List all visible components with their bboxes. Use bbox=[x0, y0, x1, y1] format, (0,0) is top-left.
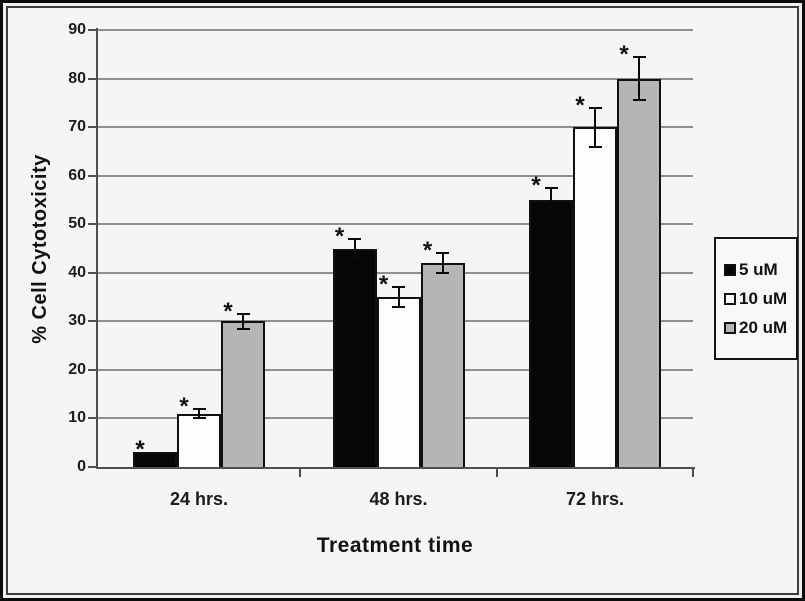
y-axis-line bbox=[96, 28, 98, 469]
significance-marker: * bbox=[334, 222, 345, 250]
x-tick-label: 24 hrs. bbox=[169, 489, 229, 509]
significance-marker: * bbox=[531, 171, 541, 199]
y-tick-50 bbox=[88, 223, 96, 226]
y-tick-label: 30 bbox=[68, 312, 86, 330]
bar-20uM-72h bbox=[617, 78, 661, 469]
bar-10uM-72h bbox=[573, 127, 617, 469]
error-bar bbox=[198, 408, 200, 419]
y-tick-30 bbox=[88, 320, 96, 323]
x-tick-label: 48 hrs. bbox=[369, 489, 428, 509]
bar-10uM-48h bbox=[376, 297, 421, 469]
error-bar-cap-top bbox=[436, 252, 449, 255]
x-tick-1 bbox=[496, 469, 498, 477]
y-tick-label: 0 bbox=[77, 458, 86, 475]
y-axis-title: % Cell Cytotoxicity bbox=[29, 154, 51, 344]
x-tick-2 bbox=[692, 469, 694, 477]
error-bar-cap-top bbox=[544, 186, 558, 189]
gridline-y-50 bbox=[98, 223, 693, 226]
y-tick-label: 20 bbox=[68, 360, 86, 378]
significance-marker: * bbox=[378, 271, 389, 299]
legend-label: 5 uM bbox=[739, 259, 778, 279]
error-bar bbox=[441, 253, 444, 273]
significance-marker: * bbox=[179, 392, 189, 420]
error-bar-cap-bottom bbox=[192, 417, 206, 420]
error-bar-cap-bottom bbox=[436, 271, 449, 274]
legend-swatch-icon bbox=[724, 292, 736, 305]
bar-20uM-24h bbox=[221, 321, 265, 469]
legend-label: 20 uM bbox=[739, 317, 788, 337]
y-tick-label: 50 bbox=[68, 215, 86, 233]
y-tick-40 bbox=[88, 271, 96, 274]
gridline-y-60 bbox=[98, 174, 693, 177]
y-tick-label: 10 bbox=[68, 409, 86, 427]
y-tick-label: 90 bbox=[68, 21, 86, 38]
legend-item-20uM: 20 uM bbox=[724, 318, 796, 338]
significance-marker: * bbox=[619, 40, 629, 68]
error-bar-cap-bottom bbox=[348, 257, 361, 260]
y-tick-0 bbox=[88, 466, 96, 468]
error-bar-cap-bottom bbox=[392, 305, 405, 308]
error-bar-cap-top bbox=[236, 313, 250, 316]
error-bar-cap-top bbox=[588, 106, 602, 109]
legend-label: 10 uM bbox=[739, 288, 788, 308]
y-tick-60 bbox=[88, 174, 96, 177]
legend-swatch-icon bbox=[724, 321, 736, 334]
error-bar-cap-top bbox=[632, 55, 646, 58]
error-bar-cap-bottom bbox=[632, 99, 646, 102]
gridline-y-40 bbox=[98, 271, 693, 274]
legend-item-5uM: 5 uM bbox=[724, 260, 796, 280]
significance-marker: * bbox=[575, 91, 585, 119]
x-axis-title: Treatment time bbox=[316, 534, 474, 557]
legend-item-10uM: 10 uM bbox=[724, 289, 796, 309]
x-tick-label: 72 hrs. bbox=[565, 489, 625, 509]
bar-5uM-48h bbox=[332, 248, 377, 469]
error-bar bbox=[638, 56, 640, 101]
y-tick-80 bbox=[88, 77, 96, 80]
gridline-y-90 bbox=[98, 29, 693, 31]
y-tick-label: 70 bbox=[68, 118, 86, 136]
legend: 5 uM 10 uM 20 uM bbox=[714, 237, 798, 360]
error-bar bbox=[242, 314, 244, 329]
significance-marker: * bbox=[135, 436, 145, 464]
error-bar-cap-top bbox=[392, 286, 405, 289]
x-axis-line bbox=[96, 467, 695, 469]
error-bar-cap-top bbox=[348, 237, 361, 240]
y-tick-label: 40 bbox=[68, 263, 86, 281]
legend-swatch-icon bbox=[724, 263, 736, 276]
error-bar bbox=[550, 187, 552, 213]
y-tick-90 bbox=[88, 29, 96, 31]
error-bar bbox=[353, 238, 356, 259]
gridline-y-70 bbox=[98, 126, 693, 129]
y-tick-10 bbox=[88, 417, 96, 420]
error-bar bbox=[397, 287, 400, 307]
error-bar-cap-bottom bbox=[588, 145, 602, 148]
bar-20uM-48h bbox=[420, 263, 465, 469]
gridline-y-80 bbox=[98, 77, 693, 80]
y-tick-20 bbox=[88, 368, 96, 371]
bar-10uM-24h bbox=[177, 413, 221, 469]
x-tick-0 bbox=[299, 469, 301, 477]
error-bar bbox=[594, 107, 596, 147]
bar-5uM-72h bbox=[529, 199, 573, 469]
y-tick-70 bbox=[88, 126, 96, 129]
error-bar-cap-bottom bbox=[236, 327, 250, 330]
y-tick-label: 80 bbox=[68, 69, 86, 87]
y-tick-label: 60 bbox=[68, 166, 86, 184]
error-bar-cap-bottom bbox=[544, 211, 558, 214]
significance-marker: * bbox=[223, 298, 233, 326]
error-bar-cap-top bbox=[192, 407, 206, 410]
significance-marker: * bbox=[422, 237, 433, 265]
